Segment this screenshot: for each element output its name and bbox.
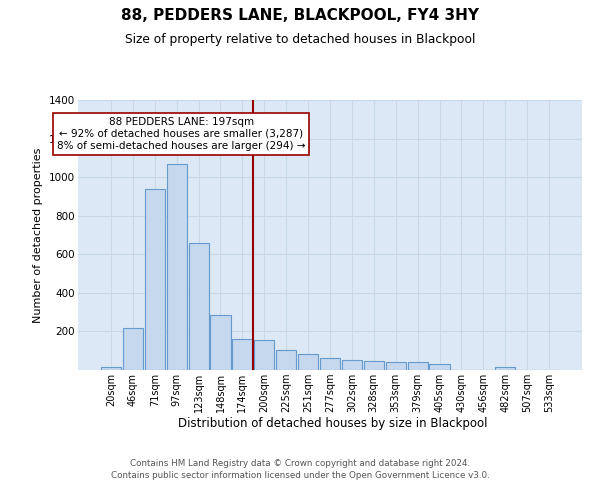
- Text: Size of property relative to detached houses in Blackpool: Size of property relative to detached ho…: [125, 32, 475, 46]
- Text: 88 PEDDERS LANE: 197sqm
← 92% of detached houses are smaller (3,287)
8% of semi-: 88 PEDDERS LANE: 197sqm ← 92% of detache…: [57, 118, 305, 150]
- Bar: [342, 360, 362, 370]
- Bar: [364, 360, 384, 370]
- Bar: [232, 339, 253, 370]
- Bar: [430, 364, 449, 370]
- Y-axis label: Number of detached properties: Number of detached properties: [34, 148, 43, 322]
- Bar: [211, 315, 230, 370]
- Bar: [298, 354, 318, 370]
- Bar: [145, 188, 165, 370]
- Bar: [407, 362, 428, 370]
- Bar: [123, 328, 143, 370]
- Bar: [495, 367, 515, 370]
- Bar: [101, 367, 121, 370]
- Bar: [386, 362, 406, 370]
- Bar: [320, 358, 340, 370]
- Text: 88, PEDDERS LANE, BLACKPOOL, FY4 3HY: 88, PEDDERS LANE, BLACKPOOL, FY4 3HY: [121, 8, 479, 22]
- Text: Distribution of detached houses by size in Blackpool: Distribution of detached houses by size …: [178, 418, 488, 430]
- Bar: [188, 242, 209, 370]
- Bar: [254, 340, 274, 370]
- Text: Contains HM Land Registry data © Crown copyright and database right 2024.
Contai: Contains HM Land Registry data © Crown c…: [110, 458, 490, 480]
- Bar: [276, 350, 296, 370]
- Bar: [167, 164, 187, 370]
